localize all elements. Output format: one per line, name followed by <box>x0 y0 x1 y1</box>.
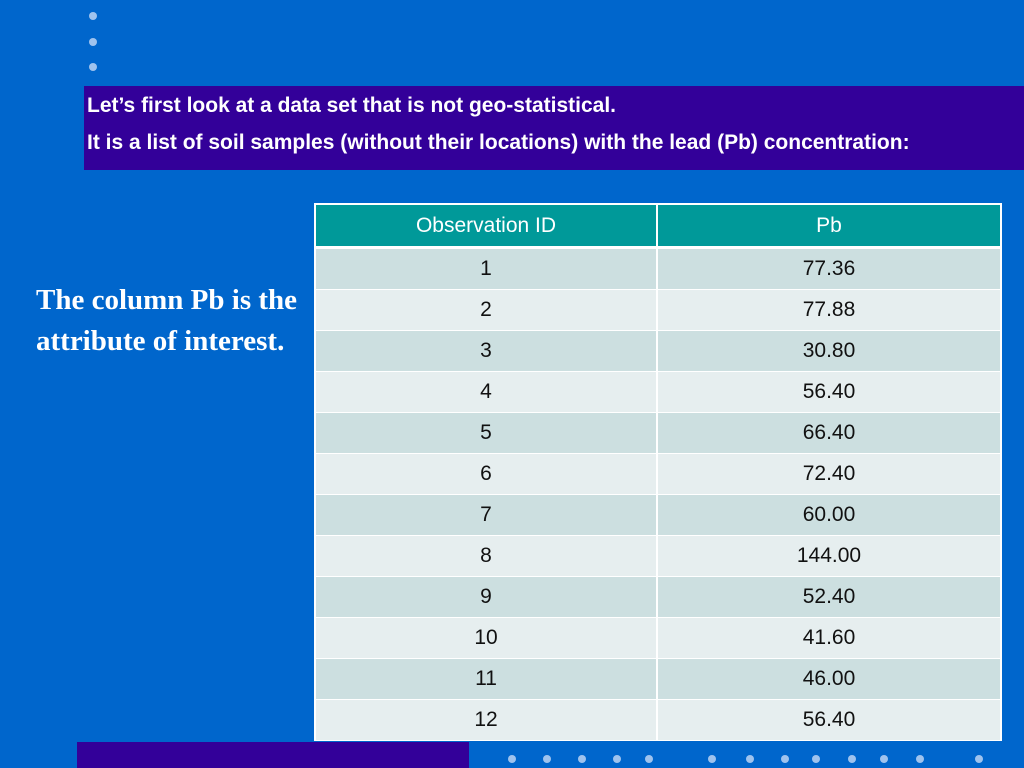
table-row: 6 72.40 <box>314 453 1002 495</box>
observation-id-cell: 5 <box>314 412 658 454</box>
table-row: 2 77.88 <box>314 289 1002 331</box>
table-row: 1 77.36 <box>314 247 1002 290</box>
observation-id-cell: 11 <box>314 658 658 700</box>
observation-id-cell: 4 <box>314 371 658 413</box>
table-row: 3 30.80 <box>314 330 1002 372</box>
bullet-dot-1 <box>89 12 97 20</box>
table-row: 4 56.40 <box>314 371 1002 413</box>
bullet-dot-2 <box>89 38 97 46</box>
intro-line-2: It is a list of soil samples (without th… <box>87 131 910 154</box>
table-header-row: Observation ID Pb <box>314 203 1002 249</box>
intro-text: Let’s first look at a data set that is n… <box>87 93 1007 155</box>
footer-dot-7 <box>746 755 754 763</box>
observation-id-cell: 2 <box>314 289 658 331</box>
pb-value-cell: 56.40 <box>656 371 1002 413</box>
intro-line-1: Let’s first look at a data set that is n… <box>87 94 616 117</box>
pb-value-cell: 60.00 <box>656 494 1002 536</box>
pb-value-cell: 144.00 <box>656 535 1002 577</box>
side-note: The column Pb is the attribute of intere… <box>36 284 298 357</box>
pb-value-cell: 72.40 <box>656 453 1002 495</box>
footer-dot-3 <box>578 755 586 763</box>
pb-value-cell: 56.40 <box>656 699 1002 741</box>
footer-dot-6 <box>708 755 716 763</box>
table-row: 10 41.60 <box>314 617 1002 659</box>
observation-id-cell: 7 <box>314 494 658 536</box>
observation-id-cell: 3 <box>314 330 658 372</box>
bullet-dot-3 <box>89 63 97 71</box>
pb-value-cell: 66.40 <box>656 412 1002 454</box>
footer-dot-4 <box>613 755 621 763</box>
observation-id-cell: 6 <box>314 453 658 495</box>
footer-dot-10 <box>848 755 856 763</box>
table-row: 12 56.40 <box>314 699 1002 741</box>
observation-id-cell: 9 <box>314 576 658 618</box>
pb-value-cell: 41.60 <box>656 617 1002 659</box>
observation-id-cell: 1 <box>314 247 658 290</box>
pb-value-cell: 77.36 <box>656 247 1002 290</box>
table-row: 7 60.00 <box>314 494 1002 536</box>
header-band <box>84 86 1024 170</box>
table-row: 9 52.40 <box>314 576 1002 618</box>
footer-dot-11 <box>880 755 888 763</box>
table-row: 5 66.40 <box>314 412 1002 454</box>
footer-dot-2 <box>543 755 551 763</box>
observation-id-cell: 8 <box>314 535 658 577</box>
observation-id-cell: 10 <box>314 617 658 659</box>
footer-dot-12 <box>916 755 924 763</box>
table-row: 8 144.00 <box>314 535 1002 577</box>
pb-value-cell: 77.88 <box>656 289 1002 331</box>
header-pb: Pb <box>656 203 1002 249</box>
table-row: 11 46.00 <box>314 658 1002 700</box>
footer-dot-9 <box>812 755 820 763</box>
observation-id-cell: 12 <box>314 699 658 741</box>
footer-dot-1 <box>508 755 516 763</box>
lead-concentration-table: Observation ID Pb 1 77.36 2 77.88 3 30.80 4… <box>314 203 1002 741</box>
pb-value-cell: 52.40 <box>656 576 1002 618</box>
pb-value-cell: 46.00 <box>656 658 1002 700</box>
footer-dot-8 <box>781 755 789 763</box>
footer-dot-5 <box>645 755 653 763</box>
header-observation-id: Observation ID <box>314 203 658 249</box>
pb-value-cell: 30.80 <box>656 330 1002 372</box>
footer-dot-13 <box>975 755 983 763</box>
footer-band <box>77 742 469 768</box>
